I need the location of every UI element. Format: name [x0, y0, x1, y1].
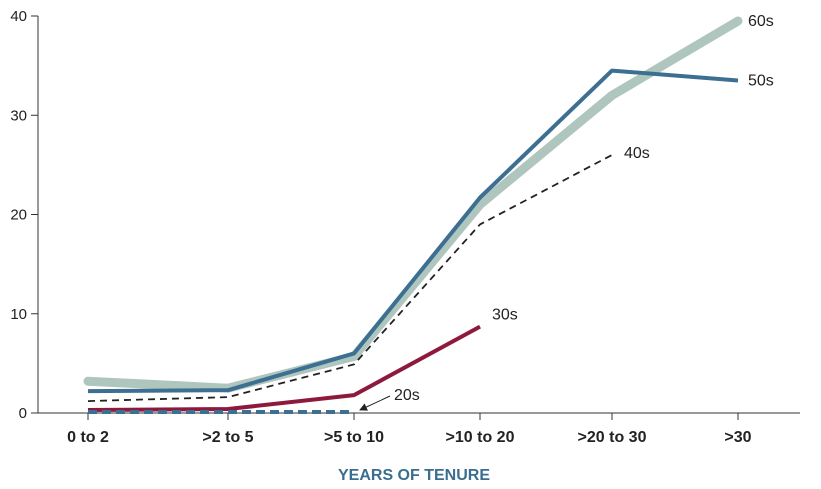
- y-axis-ticks: 0 10 20 30 40: [10, 8, 38, 422]
- series-label-pointer: [359, 395, 391, 411]
- series-line-50s: [87, 68, 739, 394]
- series-line-30s: [87, 324, 481, 413]
- x-tick-label: >30: [724, 429, 751, 446]
- series-line-40s: [87, 154, 613, 402]
- series-label-40s: 40s: [624, 145, 650, 162]
- x-tick-label: >10 to 20: [446, 429, 515, 446]
- series-labels: 60s 50s 40s 30s 20s: [359, 13, 774, 411]
- y-tick-label: 30: [10, 107, 27, 124]
- y-tick-label: 10: [10, 306, 27, 323]
- series-label-60s: 60s: [748, 13, 774, 30]
- x-tick-label: >20 to 30: [578, 429, 647, 446]
- series-lines: [83, 16, 743, 415]
- x-axis-title: YEARS OF TENURE: [338, 467, 490, 484]
- x-tick-label: 0 to 2: [67, 429, 109, 446]
- series-line-60s: [83, 16, 743, 393]
- x-tick-label: >5 to 10: [324, 429, 384, 446]
- y-tick-label: 0: [19, 405, 27, 422]
- y-tick-label: 40: [10, 8, 27, 25]
- y-tick-label: 20: [10, 207, 27, 224]
- series-label-50s: 50s: [748, 73, 774, 90]
- series-label-20s: 20s: [394, 387, 420, 404]
- x-tick-label: >2 to 5: [202, 429, 253, 446]
- series-label-30s: 30s: [492, 307, 518, 324]
- x-axis-ticks: 0 to 2 >2 to 5 >5 to 10 >10 to 20 >20 to 30 >…: [67, 413, 752, 446]
